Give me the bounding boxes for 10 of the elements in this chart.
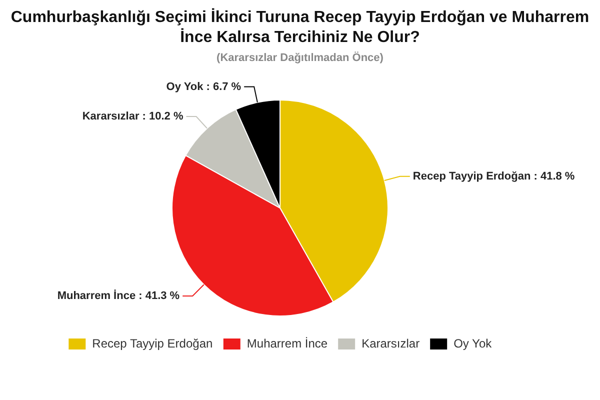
- chart-title: Cumhurbaşkanlığı Seçimi İkinci Turuna Recep Tayyip Erdoğan ve Muharrem İnce Kalırsa Tercihiniz Ne Olur?: [10, 8, 590, 48]
- data-label: Recep Tayyip Erdoğan : 41.8 %: [412, 170, 575, 182]
- legend-label: Muharrem İnce: [246, 336, 328, 350]
- legend-label: Oy Yok: [454, 336, 493, 350]
- data-label: Kararsızlar : 10.2 %: [82, 110, 184, 123]
- legend-label: Kararsızlar: [362, 336, 420, 350]
- data-label: Muharrem İnce : 41.3 %: [57, 288, 180, 302]
- legend-label: Recep Tayyip Erdoğan: [92, 336, 213, 350]
- data-label: Oy Yok : 6.7 %: [166, 80, 242, 93]
- chart-subtitle: (Kararsızlar Dağıtılmadan Önce): [216, 52, 384, 64]
